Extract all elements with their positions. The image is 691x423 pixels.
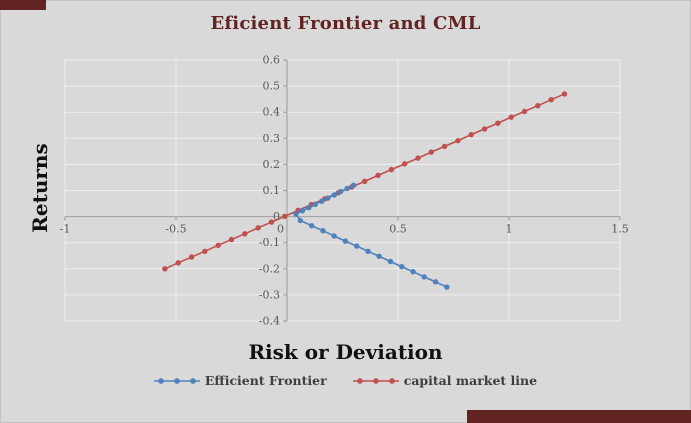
series-marker-capital-market-line: [521, 108, 528, 115]
chart-title: Eficient Frontier and CML: [210, 13, 481, 34]
series-marker-capital-market-line: [535, 102, 541, 109]
series-marker-capital-market-line: [428, 149, 434, 155]
series-marker-efficient-frontier: [338, 188, 344, 195]
series-marker-capital-market-line: [415, 155, 421, 161]
series-marker-efficient-frontier: [444, 284, 450, 290]
series-marker-efficient-frontier: [331, 233, 337, 239]
legend-swatch-capital-market-line: [352, 377, 399, 384]
y-tick-label: -0.3: [259, 288, 280, 301]
series-marker-efficient-frontier: [399, 264, 405, 270]
series-marker-efficient-frontier: [331, 192, 337, 198]
series-marker-efficient-frontier: [387, 258, 394, 265]
series-marker-efficient-frontier: [308, 223, 315, 229]
x-tick-label: -1: [60, 223, 71, 236]
series-marker-capital-market-line: [495, 120, 501, 126]
series-marker-efficient-frontier: [350, 182, 357, 188]
y-tick-label: -0.2: [259, 262, 280, 275]
series-marker-capital-market-line: [508, 114, 514, 120]
series-marker-capital-market-line: [468, 131, 474, 138]
series-marker-capital-market-line: [455, 137, 461, 144]
series-marker-efficient-frontier: [318, 198, 325, 204]
x-tick-label: 1: [506, 223, 513, 236]
series-marker-efficient-frontier: [320, 227, 326, 234]
y-tick-label: 0.4: [263, 106, 281, 119]
y-tick-label: 0.5: [263, 80, 281, 93]
series-marker-capital-market-line: [282, 213, 288, 220]
series-marker-capital-market-line: [548, 96, 554, 103]
series-marker-capital-market-line: [401, 161, 408, 167]
legend-item-efficient-frontier: Efficient Frontier: [153, 373, 327, 388]
series-marker-efficient-frontier: [344, 185, 350, 192]
series-marker-efficient-frontier: [432, 279, 439, 285]
series-marker-capital-market-line: [362, 178, 368, 185]
y-tick-label: 0: [273, 210, 280, 223]
x-tick-label: 0: [277, 223, 284, 236]
series-marker-efficient-frontier: [376, 253, 382, 259]
x-tick-label: -0.5: [165, 223, 186, 236]
series-marker-capital-market-line: [388, 166, 395, 173]
y-tick-label: -0.4: [259, 315, 280, 328]
x-axis-title: Risk or Deviation: [248, 340, 443, 364]
series-marker-efficient-frontier: [354, 243, 360, 249]
legend-item-capital-market-line: capital market line: [352, 373, 538, 388]
series-marker-capital-market-line: [175, 260, 181, 266]
series-marker-efficient-frontier: [342, 238, 349, 244]
y-tick-label: 0.2: [263, 158, 281, 171]
series-marker-capital-market-line: [561, 91, 568, 97]
y-tick-label: 0.3: [263, 132, 281, 145]
series-marker-capital-market-line: [215, 242, 221, 249]
series-marker-capital-market-line: [202, 248, 208, 255]
legend-swatch-efficient-frontier: [153, 377, 200, 384]
series-marker-efficient-frontier: [299, 208, 306, 214]
x-tick-label: 0.5: [389, 223, 407, 236]
series-marker-capital-market-line: [268, 219, 275, 225]
series-marker-capital-market-line: [481, 126, 488, 132]
series-marker-efficient-frontier: [325, 195, 331, 201]
series-marker-efficient-frontier: [297, 217, 304, 224]
series-marker-capital-market-line: [228, 236, 235, 243]
series-marker-capital-market-line: [162, 266, 168, 272]
series-marker-capital-market-line: [375, 172, 381, 179]
series-marker-efficient-frontier: [365, 248, 371, 255]
y-tick-label: -0.1: [259, 236, 280, 249]
series-marker-efficient-frontier: [410, 268, 416, 275]
series-marker-capital-market-line: [255, 225, 261, 231]
legend-label-efficient-frontier: Efficient Frontier: [204, 373, 327, 388]
series-line-efficient-frontier: [294, 184, 448, 288]
y-tick-label: 0.1: [263, 184, 281, 197]
series-marker-efficient-frontier: [312, 201, 318, 208]
corner-accent-top-left: [0, 0, 46, 10]
series-marker-capital-market-line: [188, 254, 195, 260]
corner-accent-bottom-right: [467, 410, 691, 423]
series-marker-efficient-frontier: [306, 205, 312, 211]
series-marker-capital-market-line: [441, 143, 448, 150]
legend-label-capital-market-line: capital market line: [403, 373, 538, 388]
series-marker-efficient-frontier: [421, 274, 427, 280]
series-marker-capital-market-line: [242, 231, 248, 237]
series-marker-efficient-frontier: [293, 211, 299, 217]
x-tick-label: 1.5: [611, 223, 629, 236]
y-tick-label: 0.6: [263, 54, 281, 67]
legend: Efficient Frontier capital market line: [0, 373, 691, 388]
